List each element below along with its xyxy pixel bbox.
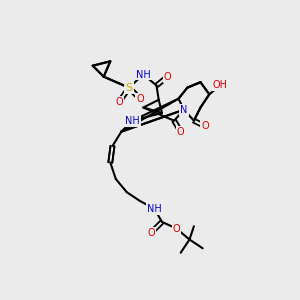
- Text: S: S: [125, 83, 133, 93]
- Text: O: O: [164, 72, 171, 82]
- Text: O: O: [136, 94, 144, 104]
- Text: O: O: [172, 224, 180, 233]
- Text: NH: NH: [125, 116, 140, 126]
- Text: O: O: [177, 127, 184, 137]
- Text: NH: NH: [136, 70, 151, 80]
- Text: O: O: [115, 97, 123, 107]
- Text: NH: NH: [147, 204, 162, 214]
- Text: OH: OH: [213, 80, 228, 91]
- Text: O: O: [147, 228, 155, 238]
- Text: N: N: [180, 105, 188, 115]
- Text: O: O: [201, 121, 209, 131]
